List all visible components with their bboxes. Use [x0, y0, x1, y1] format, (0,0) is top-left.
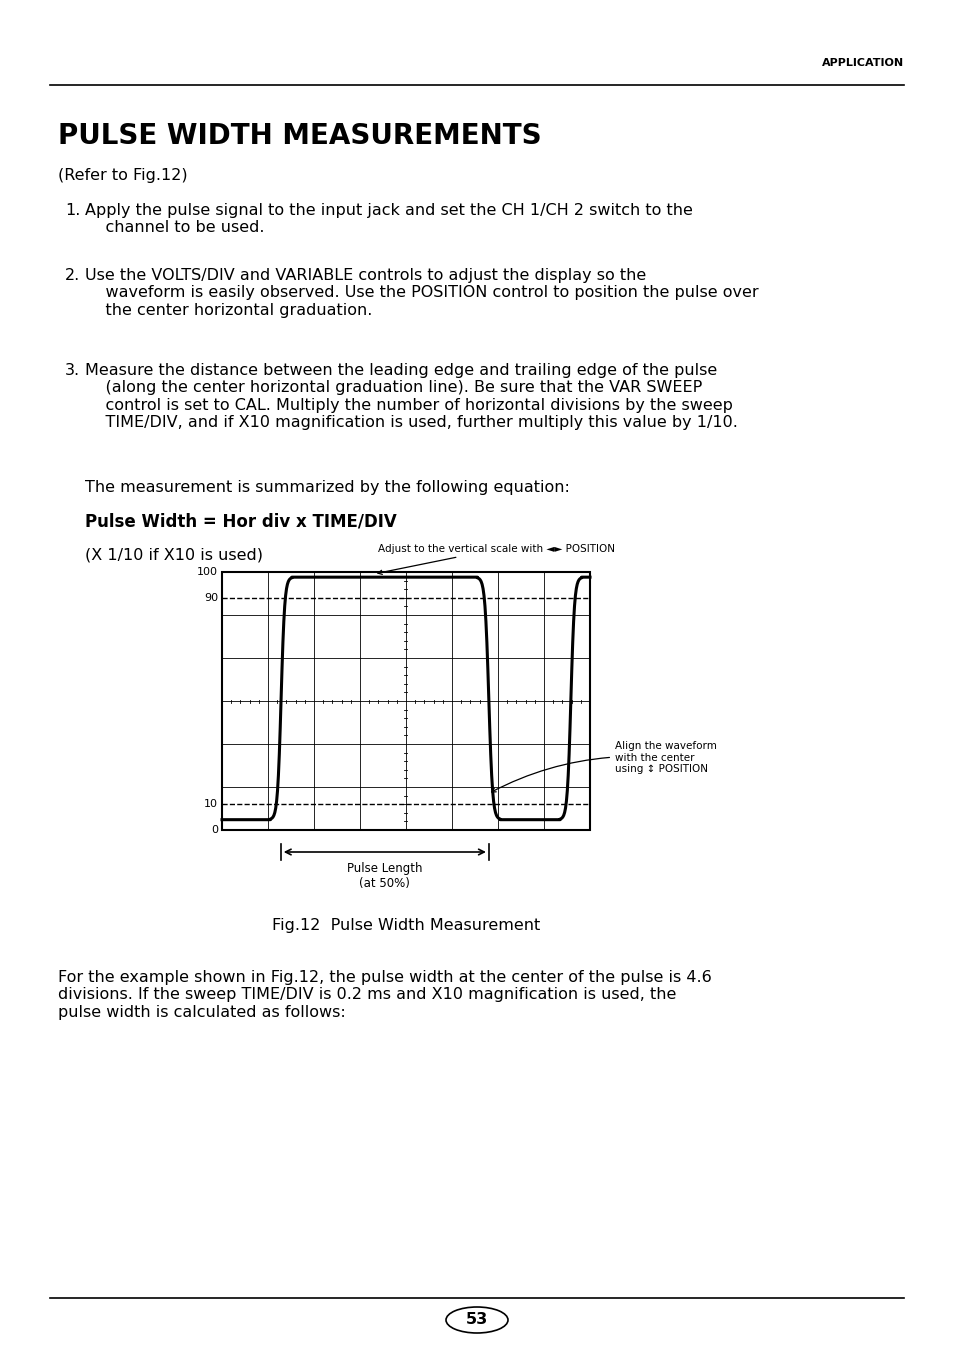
Text: 3.: 3.: [65, 363, 80, 378]
Text: 2.: 2.: [65, 268, 80, 283]
Text: (X 1/10 if X10 is used): (X 1/10 if X10 is used): [85, 548, 263, 563]
Text: The measurement is summarized by the following equation:: The measurement is summarized by the fol…: [85, 481, 569, 496]
Text: 53: 53: [465, 1312, 488, 1327]
Text: 10: 10: [204, 799, 218, 810]
Text: 90: 90: [204, 593, 218, 603]
Text: Fig.12  Pulse Width Measurement: Fig.12 Pulse Width Measurement: [272, 918, 539, 933]
Text: 0: 0: [211, 825, 218, 835]
Text: Use the VOLTS/DIV and VARIABLE controls to adjust the display so the
    wavefor: Use the VOLTS/DIV and VARIABLE controls …: [85, 268, 758, 318]
Text: Pulse Length
(at 50%): Pulse Length (at 50%): [347, 862, 422, 890]
Bar: [222, 571, 589, 830]
Ellipse shape: [446, 1307, 507, 1332]
Text: For the example shown in Fig.12, the pulse width at the center of the pulse is 4: For the example shown in Fig.12, the pul…: [58, 969, 711, 1020]
Text: Apply the pulse signal to the input jack and set the CH 1/CH 2 switch to the
   : Apply the pulse signal to the input jack…: [85, 203, 692, 236]
Text: PULSE WIDTH MEASUREMENTS: PULSE WIDTH MEASUREMENTS: [58, 122, 541, 150]
Text: Align the waveform
with the center
using ↕ POSITION: Align the waveform with the center using…: [491, 741, 716, 792]
Text: Pulse Width = Hor div x TIME/DIV: Pulse Width = Hor div x TIME/DIV: [85, 512, 396, 529]
Text: Measure the distance between the leading edge and trailing edge of the pulse
   : Measure the distance between the leading…: [85, 363, 737, 431]
Text: 100: 100: [196, 567, 218, 577]
Text: 1.: 1.: [65, 203, 80, 218]
Text: (Refer to Fig.12): (Refer to Fig.12): [58, 168, 188, 183]
Text: APPLICATION: APPLICATION: [821, 58, 903, 68]
Text: Adjust to the vertical scale with ◄► POSITION: Adjust to the vertical scale with ◄► POS…: [377, 544, 615, 574]
